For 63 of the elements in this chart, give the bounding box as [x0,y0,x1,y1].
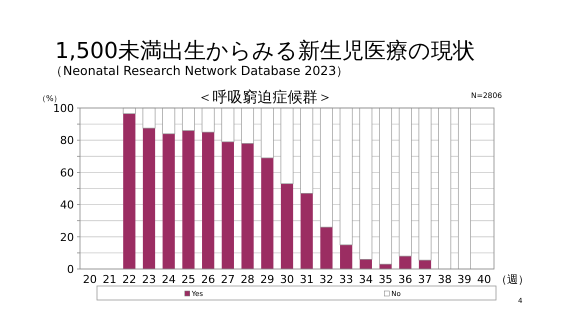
x-tick-label: 22 [122,273,136,286]
bar [398,108,412,256]
x-tick-label: 26 [201,273,216,286]
chart-title: 1,500未満出生からみる新生児医療の現状 [55,39,475,64]
x-tick-label: 39 [457,273,472,286]
x-tick-label: 21 [102,273,117,286]
bar [438,108,452,270]
bar [418,108,432,260]
bar [142,108,156,128]
bar [182,108,195,131]
x-tick-label: 28 [240,273,255,286]
bar [162,134,175,269]
bar [182,130,195,269]
text: ＜呼吸窮迫症候群＞ [198,88,332,106]
y-tick-label: 60 [60,166,74,180]
x-tick-label: 36 [398,273,412,286]
bar [458,108,471,270]
bar [162,108,176,134]
x-tick-label: 25 [181,273,196,286]
bar [399,256,412,269]
x-tick-label: 20 [82,273,97,286]
bar [280,108,294,184]
y-tick-label: 80 [60,134,74,148]
bar [280,184,294,269]
x-tick-label: 27 [220,273,235,286]
bar [320,108,333,228]
x-tick-label: 33 [339,273,354,286]
bar [340,244,352,269]
x-tick-label: 35 [378,273,393,286]
x-tick-label: 40 [477,273,492,286]
bar [340,108,353,246]
x-tick-label: 31 [300,273,314,286]
x-tick-label: 24 [162,273,176,286]
bar [221,108,234,142]
bar [202,108,215,132]
bar [202,132,214,269]
bar [261,158,274,269]
y-tick-label: 0 [67,263,74,276]
bar [260,108,274,158]
x-tick-label: 29 [260,273,274,286]
x-tick-label: 30 [280,273,294,286]
bar [300,193,313,269]
x-tick-label: 32 [319,273,334,286]
bar [359,108,372,260]
x-tick-label: 38 [438,273,452,286]
bar [320,227,333,269]
y-tick-label: 20 [60,230,74,244]
y-axis-title: （%） [38,94,62,103]
bar [241,143,254,269]
bar [142,128,156,269]
bar [379,108,392,265]
bar [241,108,254,144]
bar [360,259,372,269]
bar [222,142,234,269]
bar [300,108,314,194]
y-tick-label: 40 [60,198,74,212]
x-tick-label: 34 [358,273,373,286]
x-tick-label: 37 [418,273,432,286]
x-tick-label: 23 [142,273,156,286]
bar [123,114,136,269]
chart-subtitle: （Neonatal Research Network Database 2023） [50,63,350,78]
y-tick-label: 100 [53,102,74,115]
x-axis-title: （週） [496,273,529,286]
